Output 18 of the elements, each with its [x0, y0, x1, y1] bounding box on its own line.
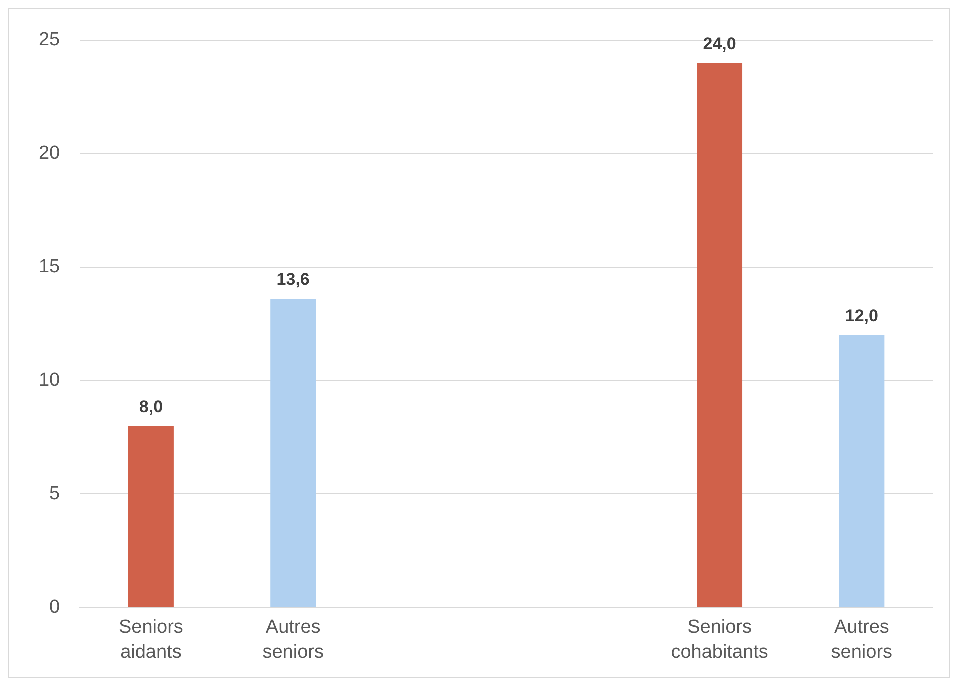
bar: [128, 426, 174, 608]
bar: [270, 299, 316, 608]
y-tick-label: 10: [38, 370, 60, 391]
y-tick-label: 15: [38, 256, 60, 278]
data-label: 8,0: [139, 397, 164, 416]
x-tick-label: Seniors cohabitants: [671, 617, 768, 663]
data-label: 12,0: [845, 306, 878, 326]
bar: [697, 63, 743, 608]
y-tick-label: 0: [50, 596, 60, 618]
x-tick-label: Autres seniors: [262, 617, 324, 663]
x-tick-label: Autres seniors: [831, 617, 893, 663]
x-tick-label: Seniors aidants: [118, 617, 184, 663]
data-label: 13,6: [276, 270, 310, 290]
y-tick-label: 20: [38, 143, 60, 164]
y-tick-label: 25: [38, 30, 60, 51]
y-tick-label: 5: [50, 483, 60, 504]
data-label: 24,0: [703, 34, 736, 54]
bar: [839, 335, 885, 608]
